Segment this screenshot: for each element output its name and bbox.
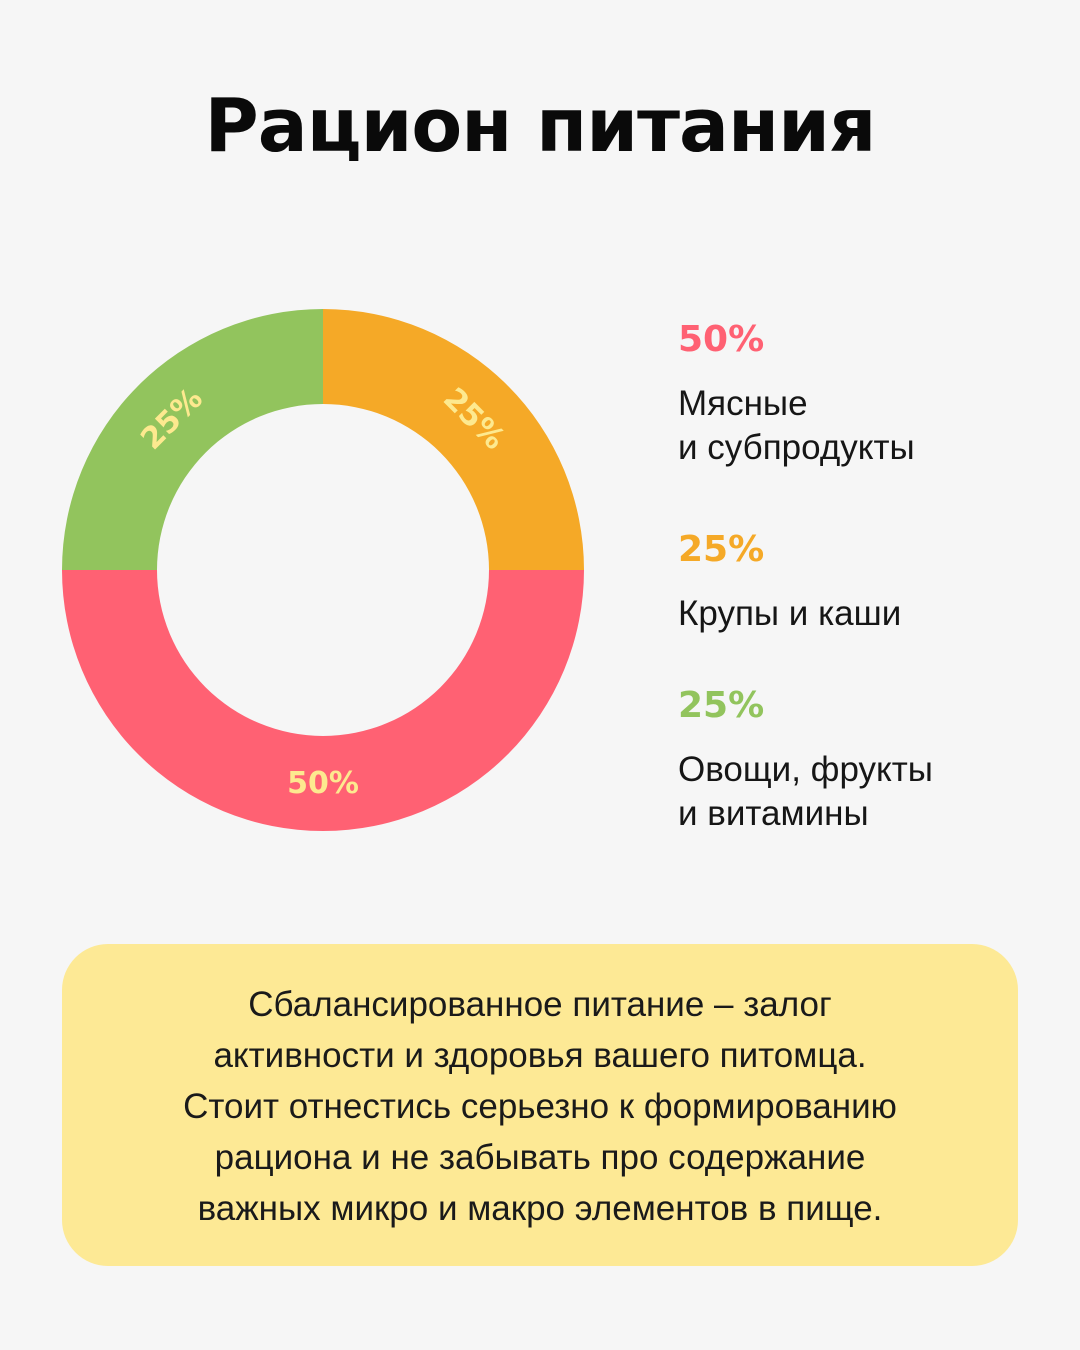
donut-chart: 50%25%25% — [62, 309, 584, 831]
info-note: Сбалансированное питание – залог активно… — [62, 944, 1018, 1266]
legend-percent-meat: 50% — [678, 319, 765, 360]
legend-item-vegetables: 25% Овощи, фрукты и витамины — [678, 684, 1058, 836]
legend-percent-grains: 25% — [678, 529, 765, 570]
legend-label-vegetables: Овощи, фрукты и витамины — [678, 750, 933, 833]
legend-item-grains: 25% Крупы и каши — [678, 528, 1058, 636]
info-note-text: Сбалансированное питание – залог активно… — [183, 985, 897, 1228]
legend-label-meat: Мясные и субпродукты — [678, 384, 915, 467]
donut-slices — [62, 309, 584, 831]
page-title: Рацион питания — [204, 83, 877, 169]
legend-percent-vegetables: 25% — [678, 685, 765, 726]
legend-label-grains: Крупы и каши — [678, 594, 902, 633]
slice-vegetables — [62, 309, 323, 570]
legend-item-meat: 50% Мясные и субпродукты — [678, 318, 1058, 470]
slice-meat — [62, 570, 584, 831]
slice-grains — [323, 309, 584, 570]
slice-label-meat: 50% — [287, 766, 359, 801]
